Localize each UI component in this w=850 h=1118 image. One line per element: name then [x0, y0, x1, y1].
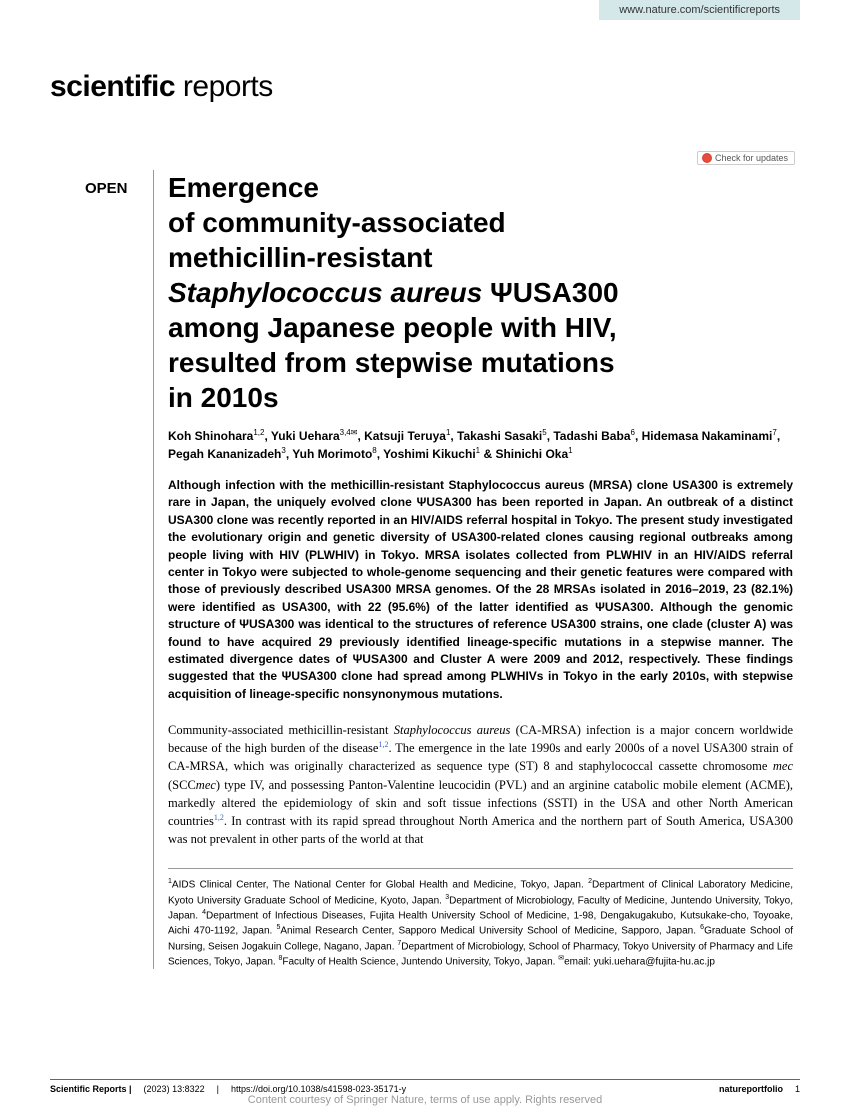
- footer-publisher: natureportfolio: [719, 1084, 783, 1094]
- check-updates-label: Check for updates: [715, 153, 788, 163]
- title-line: Emergence: [168, 172, 319, 203]
- footer-sep: |: [217, 1084, 219, 1094]
- title-line: of community-associated: [168, 207, 506, 238]
- title-line: in 2010s: [168, 382, 279, 413]
- title-line: resulted from stepwise mutations: [168, 347, 615, 378]
- open-access-label: OPEN: [85, 180, 128, 197]
- journal-name-bold: scientific: [50, 70, 175, 103]
- article-content: Emergence of community-associated methic…: [153, 170, 793, 969]
- title-line: ΨUSA300: [482, 277, 618, 308]
- journal-url-banner: www.nature.com/scientificreports: [599, 0, 800, 20]
- article-title: Emergence of community-associated methic…: [168, 170, 793, 415]
- title-line: methicillin-resistant: [168, 242, 433, 273]
- updates-icon: [702, 153, 712, 163]
- footer-page-number: 1: [795, 1084, 800, 1094]
- journal-name-light: reports: [175, 70, 273, 103]
- journal-logo: scientific reports: [50, 70, 273, 104]
- title-line-italic: Staphylococcus aureus: [168, 277, 482, 308]
- check-for-updates-badge[interactable]: Check for updates: [697, 151, 795, 165]
- footer-doi[interactable]: https://doi.org/10.1038/s41598-023-35171…: [231, 1084, 406, 1094]
- page-footer: Scientific Reports | (2023) 13:8322 | ht…: [50, 1079, 800, 1094]
- watermark-text: Content courtesy of Springer Nature, ter…: [0, 1094, 850, 1106]
- affiliations-block: 1AIDS Clinical Center, The National Cent…: [168, 868, 793, 969]
- body-paragraph: Community-associated methicillin-resista…: [168, 721, 793, 848]
- abstract-text: Although infection with the methicillin-…: [168, 477, 793, 703]
- authors-list: Koh Shinohara1,2, Yuki Uehara3,4✉, Katsu…: [168, 427, 793, 463]
- footer-journal: Scientific Reports |: [50, 1084, 132, 1094]
- title-line: among Japanese people with HIV,: [168, 312, 617, 343]
- footer-citation: (2023) 13:8322: [144, 1084, 205, 1094]
